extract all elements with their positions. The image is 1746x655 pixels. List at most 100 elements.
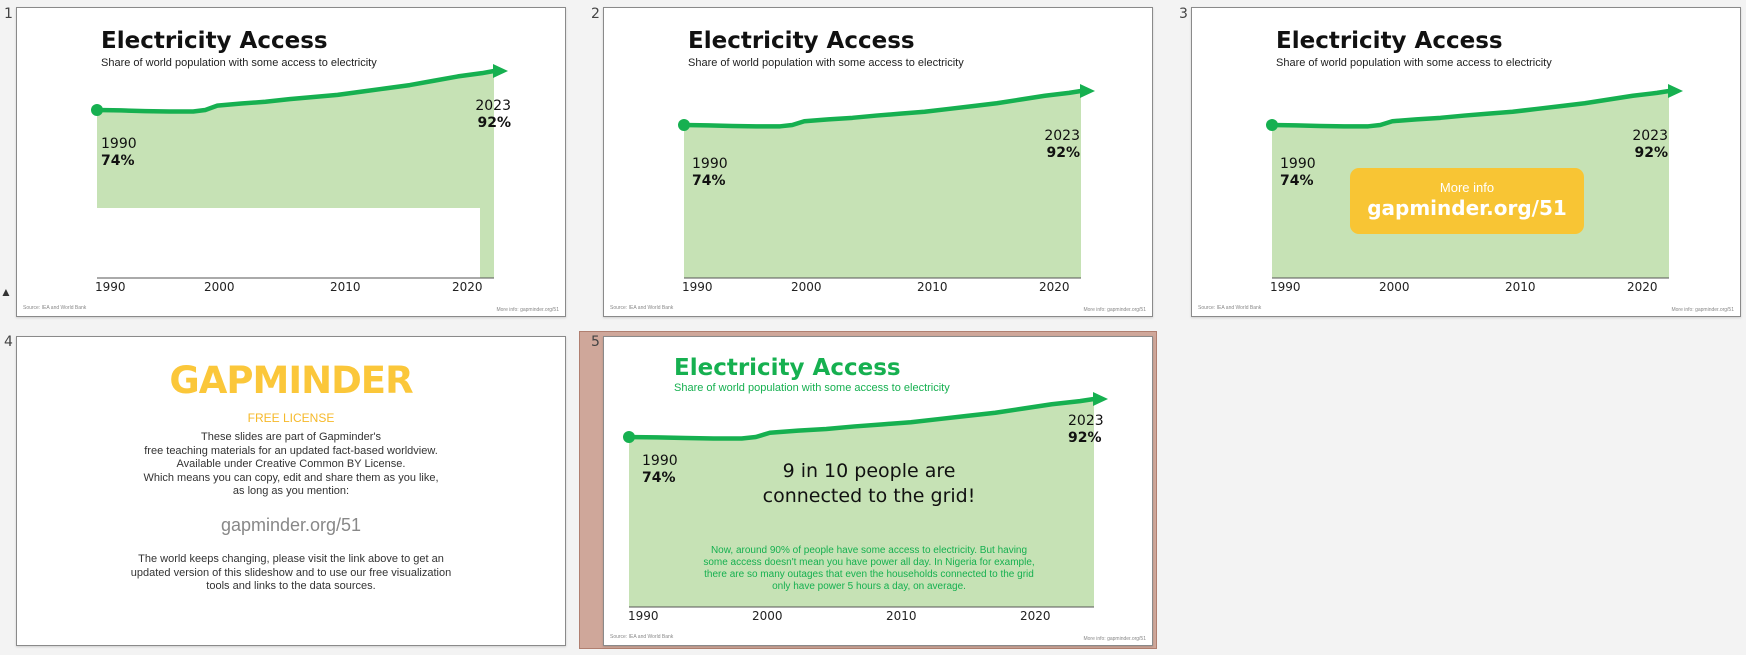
slide-title: Electricity Access xyxy=(1276,28,1503,54)
start-point xyxy=(623,431,635,443)
slide-canvas[interactable]: Electricity Access Share of world popula… xyxy=(603,7,1153,317)
end-year: 2023 xyxy=(1632,128,1668,144)
end-label: 2023 92% xyxy=(1024,128,1080,162)
slide-canvas[interactable]: GAPMINDER FREE LICENSE These slides are … xyxy=(16,336,566,646)
start-value: 74% xyxy=(101,153,135,169)
source-note: Source: IEA and World Bank xyxy=(610,305,674,311)
area-fill xyxy=(684,91,1081,278)
end-year: 2023 xyxy=(1068,413,1104,429)
source-note: Source: IEA and World Bank xyxy=(1198,305,1262,311)
source-note: Source: IEA and World Bank xyxy=(610,634,674,640)
footer-line: tools and links to the data sources. xyxy=(206,580,376,592)
slide-number: 5 xyxy=(591,334,600,350)
more-info-note: More info: gapminder.org/51 xyxy=(1083,307,1146,313)
x-tick: 2020 xyxy=(1039,280,1070,294)
headline-line: 9 in 10 people are xyxy=(782,460,956,482)
x-tick: 2000 xyxy=(1379,280,1410,294)
area-chart xyxy=(91,64,508,279)
arrow-head xyxy=(1093,392,1108,406)
series-line xyxy=(626,396,1097,441)
footer-line: updated version of this slideshow and to… xyxy=(130,566,452,579)
end-value: 92% xyxy=(1068,430,1102,446)
start-point xyxy=(91,104,103,116)
more-info-note: More info: gapminder.org/51 xyxy=(1083,636,1146,642)
x-tick: 1990 xyxy=(682,280,713,294)
slide-subtitle: Share of world population with some acce… xyxy=(101,57,377,69)
license-link[interactable]: gapminder.org/51 xyxy=(220,515,362,535)
start-label: 1990 74% xyxy=(101,136,137,170)
note-line: there are so many outages that even the … xyxy=(704,569,1034,580)
license-line: free teaching materials for an updated f… xyxy=(144,444,438,457)
end-value: 92% xyxy=(477,115,511,131)
slide-canvas[interactable]: Electricity Access Share of world popula… xyxy=(16,7,566,317)
x-tick: 2020 xyxy=(452,280,483,294)
slide-canvas[interactable]: Electricity Access Share of world popula… xyxy=(603,336,1153,646)
end-label: 2023 92% xyxy=(1612,128,1668,162)
x-tick: 2010 xyxy=(330,280,361,294)
x-tick: 2010 xyxy=(886,609,917,623)
start-point xyxy=(678,119,690,131)
license-line: Which means you can copy, edit and share… xyxy=(143,471,439,484)
end-label: 2023 92% xyxy=(455,98,511,132)
x-tick: 1990 xyxy=(1270,280,1301,294)
start-label: 1990 74% xyxy=(642,453,678,487)
x-tick: 2010 xyxy=(1505,280,1536,294)
x-tick: 2000 xyxy=(204,280,235,294)
end-value: 92% xyxy=(1046,145,1080,161)
end-value: 92% xyxy=(1634,145,1668,161)
note-line: some access doesn't mean you have power … xyxy=(703,557,1035,568)
start-value: 74% xyxy=(1280,173,1314,189)
license-line: Available under Creative Common BY Licen… xyxy=(176,458,406,470)
mouse-pointer-icon: ▲ xyxy=(0,285,12,299)
arrow-head xyxy=(1080,84,1095,98)
license-line: These slides are part of Gapminder's xyxy=(200,431,382,443)
start-label: 1990 74% xyxy=(692,156,728,190)
slide-number: 2 xyxy=(591,6,600,22)
slide-subtitle: Share of world population with some acce… xyxy=(1276,57,1552,69)
note-line: only have power 5 hours a day, on averag… xyxy=(772,581,966,592)
start-year: 1990 xyxy=(642,453,678,469)
arrow-head xyxy=(1668,84,1683,98)
note-line: Now, around 90% of people have some acce… xyxy=(710,545,1028,556)
start-year: 1990 xyxy=(101,136,137,152)
area-chart xyxy=(678,84,1095,279)
gapminder-logo: GAPMINDER xyxy=(169,359,413,402)
end-year: 2023 xyxy=(475,98,511,114)
slide-number: 4 xyxy=(4,334,13,350)
more-info-badge[interactable]: More info gapminder.org/51 xyxy=(1350,168,1584,234)
start-value: 74% xyxy=(692,173,726,189)
series-line xyxy=(1269,88,1672,129)
x-tick: 2020 xyxy=(1627,280,1658,294)
slide-title: Electricity Access xyxy=(688,28,915,54)
slide-title: Electricity Access xyxy=(101,28,328,54)
license-heading: FREE LICENSE xyxy=(247,411,335,425)
badge-link[interactable]: gapminder.org/51 xyxy=(1367,196,1567,220)
start-year: 1990 xyxy=(1280,156,1316,172)
start-value: 74% xyxy=(642,470,676,486)
x-tick: 2000 xyxy=(752,609,783,623)
start-point xyxy=(1266,119,1278,131)
series-line xyxy=(681,88,1084,129)
footer-line: The world keeps changing, please visit t… xyxy=(138,553,444,565)
more-info-note: More info: gapminder.org/51 xyxy=(496,307,559,313)
more-info-note: More info: gapminder.org/51 xyxy=(1671,307,1734,313)
slide-number: 1 xyxy=(4,6,13,22)
x-tick: 1990 xyxy=(628,609,659,623)
x-tick: 2010 xyxy=(917,280,948,294)
start-label: 1990 74% xyxy=(1280,156,1316,190)
end-year: 2023 xyxy=(1044,128,1080,144)
end-label: 2023 92% xyxy=(1068,413,1116,447)
slide-canvas[interactable]: Electricity Access Share of world popula… xyxy=(1191,7,1741,317)
slide-title: Electricity Access xyxy=(674,355,901,381)
explanation-note: Now, around 90% of people have some acce… xyxy=(604,545,1134,593)
slide-subtitle: Share of world population with some acce… xyxy=(674,382,950,394)
area-cutout xyxy=(97,208,480,278)
x-tick: 1990 xyxy=(95,280,126,294)
start-year: 1990 xyxy=(692,156,728,172)
series-line xyxy=(94,68,497,114)
license-text: These slides are part of Gapminder's fre… xyxy=(17,431,565,499)
license-line: as long as you mention: xyxy=(232,485,350,497)
x-tick: 2020 xyxy=(1020,609,1051,623)
badge-caption: More info xyxy=(1439,180,1495,195)
headline: 9 in 10 people are connected to the grid… xyxy=(604,459,1134,509)
